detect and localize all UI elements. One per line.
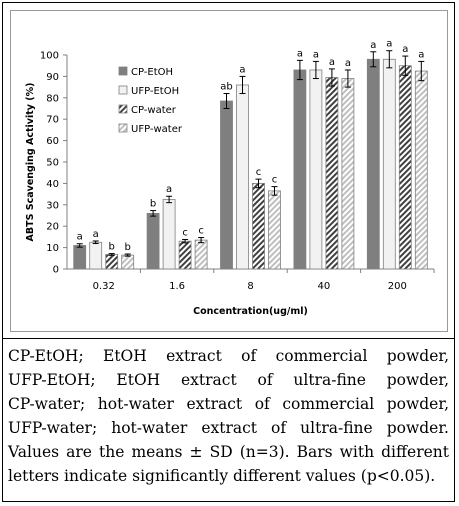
significance-letter: a bbox=[239, 64, 245, 75]
bar-chart: 0 10 20 30 40 50 60 70 80 90 100 ABTS Scavenging Ac… bbox=[25, 39, 435, 317]
legend-label: CP-EtOH bbox=[131, 67, 173, 78]
bar bbox=[414, 70, 428, 270]
significance-letter: b bbox=[150, 199, 156, 210]
y-tick-label: 80 bbox=[46, 93, 59, 104]
legend-swatch bbox=[118, 85, 128, 95]
significance-letter: b bbox=[125, 242, 131, 253]
significance-letter: a bbox=[297, 48, 303, 59]
bar bbox=[252, 182, 265, 270]
caption-divider bbox=[2, 338, 455, 339]
bar bbox=[325, 77, 339, 270]
significance-letter: a bbox=[345, 58, 351, 69]
y-tick-label: 50 bbox=[46, 158, 59, 169]
caption-line-2: UFP-EtOH; EtOH extract of ultra-fine pow… bbox=[8, 371, 449, 389]
legend-label: CP-water bbox=[131, 105, 177, 116]
bar bbox=[194, 239, 208, 270]
bar bbox=[268, 190, 281, 270]
y-tick-label: 20 bbox=[46, 222, 59, 233]
y-tick-label: 30 bbox=[46, 200, 59, 211]
significance-letter: a bbox=[166, 184, 172, 195]
x-axis-title: Concentration(ug/ml) bbox=[193, 306, 308, 317]
y-tick-label: 10 bbox=[46, 243, 59, 254]
significance-letter: a bbox=[418, 49, 424, 60]
caption-line-4: UFP-water; hot-water extract of ultra-fi… bbox=[8, 419, 449, 437]
figure-frame bbox=[2, 2, 455, 502]
legend-label: UFP-EtOH bbox=[131, 86, 179, 97]
significance-letter: b bbox=[109, 242, 115, 253]
y-tick-label: 40 bbox=[46, 179, 59, 190]
significance-letter: c bbox=[256, 167, 262, 178]
legend-label: UFP-water bbox=[131, 124, 183, 135]
bar bbox=[73, 245, 87, 270]
bar bbox=[341, 78, 355, 270]
bar bbox=[105, 254, 119, 270]
significance-letter: a bbox=[402, 44, 408, 55]
x-tick-label: 8 bbox=[247, 281, 253, 292]
significance-letter: c bbox=[182, 227, 188, 238]
y-tick-label: 60 bbox=[46, 136, 59, 147]
legend-swatch bbox=[118, 66, 128, 76]
bar bbox=[366, 58, 380, 270]
significance-letter: c bbox=[198, 226, 204, 237]
x-tick-label: 40 bbox=[318, 281, 331, 292]
x-tick-label: 200 bbox=[388, 281, 407, 292]
bar bbox=[162, 199, 176, 270]
bar bbox=[146, 212, 160, 270]
caption-line-6: letters indicate significantly different… bbox=[8, 467, 436, 485]
caption-line-5: Values are the means ± SD (n=3). Bars wi… bbox=[8, 443, 449, 461]
x-tick-label: 0.32 bbox=[93, 281, 115, 292]
y-tick-label: 90 bbox=[46, 72, 59, 83]
x-tick-label: 1.6 bbox=[169, 281, 185, 292]
legend-swatch bbox=[118, 123, 128, 133]
bar bbox=[89, 241, 103, 270]
figure-caption: CP-EtOH; EtOH extract of commercial powd… bbox=[8, 344, 449, 488]
significance-letter: a bbox=[77, 232, 83, 243]
y-tick-label: 70 bbox=[46, 115, 59, 126]
chart-area: 0 10 20 30 40 50 60 70 80 90 100 ABTS Scavenging Ac… bbox=[10, 10, 448, 332]
bar bbox=[121, 254, 135, 270]
significance-letter: a bbox=[93, 229, 99, 240]
bar bbox=[293, 69, 307, 270]
caption-line-3: CP-water; hot-water extract of commercia… bbox=[8, 395, 449, 413]
bar bbox=[236, 84, 249, 270]
significance-letter: ab bbox=[220, 82, 232, 93]
significance-letter: a bbox=[313, 49, 319, 60]
y-tick-label: 0 bbox=[53, 265, 59, 276]
bar bbox=[309, 69, 323, 270]
caption-line-1: CP-EtOH; EtOH extract of commercial powd… bbox=[8, 347, 449, 365]
significance-letter: a bbox=[386, 39, 392, 50]
bar bbox=[220, 100, 233, 270]
significance-letter: c bbox=[272, 175, 278, 186]
significance-letter: a bbox=[329, 57, 335, 68]
significance-letter: a bbox=[370, 40, 376, 51]
bar bbox=[382, 58, 396, 270]
y-tick-label: 100 bbox=[40, 51, 59, 62]
bar bbox=[178, 240, 192, 270]
y-axis-title: ABTS Scavenging Activity (%) bbox=[25, 83, 36, 242]
legend-swatch bbox=[118, 104, 128, 114]
bar bbox=[398, 65, 412, 270]
